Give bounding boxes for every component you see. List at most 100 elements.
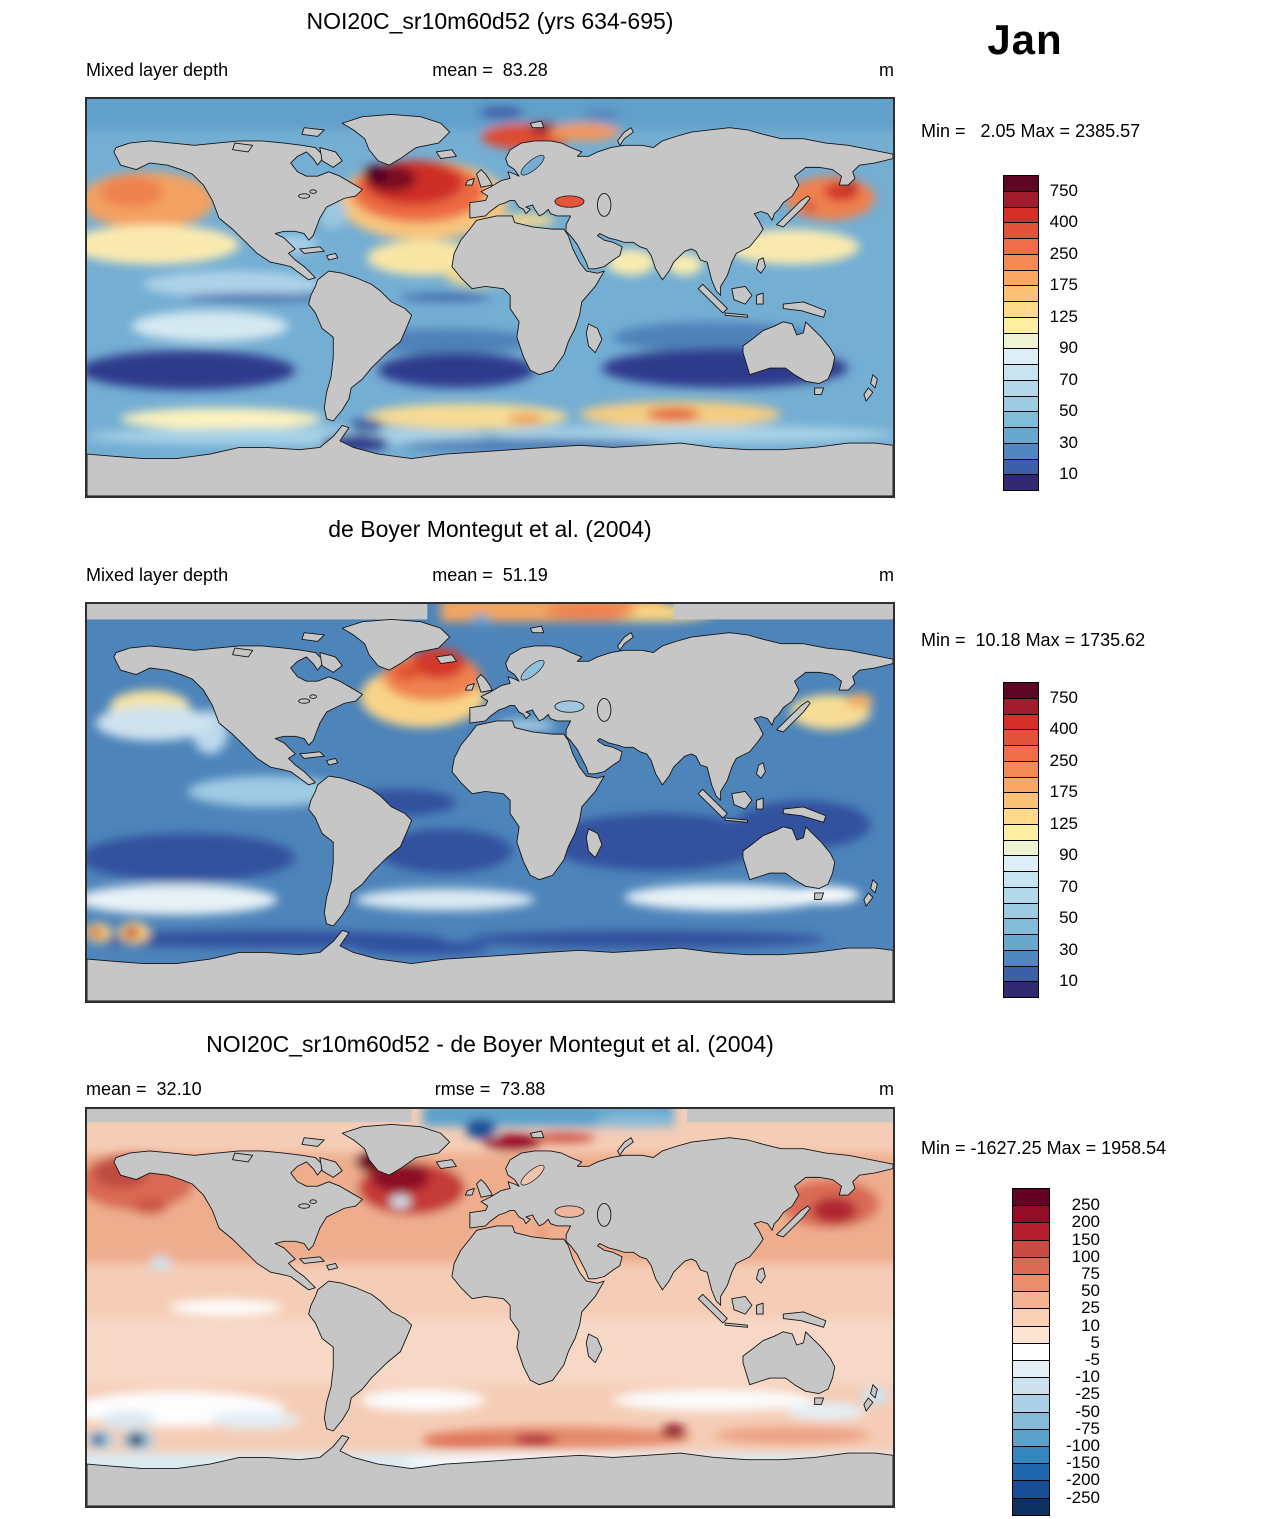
colorbar-tick-label: 25 — [1081, 1298, 1100, 1318]
panel3-title: NOI20C_sr10m60d52 - de Boyer Montegut et… — [206, 1031, 774, 1057]
colorbar-cell — [1003, 871, 1039, 888]
colorbar-tick-label: 125 — [1049, 813, 1078, 833]
colorbar-cell — [1012, 1325, 1050, 1344]
colorbar-cell — [1003, 474, 1039, 491]
no-data-arctic-east — [687, 1109, 893, 1123]
colorbar-cell — [1003, 238, 1039, 255]
colorbar-tick-label: 30 — [1059, 939, 1078, 959]
colorbar-tick-label: -10 — [1075, 1367, 1100, 1387]
map-model-svg — [87, 99, 893, 496]
colorbar-cell — [1003, 934, 1039, 951]
colorbar-cell — [1012, 1428, 1050, 1447]
colorbar-tick-label: 90 — [1059, 845, 1078, 865]
colorbar-cell — [1012, 1222, 1050, 1241]
colorbar-tick-label: 750 — [1049, 180, 1078, 200]
colorbar-cell — [1003, 206, 1039, 224]
black-sea — [554, 195, 585, 208]
colorbar-cell — [1012, 1291, 1050, 1310]
map-difference — [85, 1107, 895, 1508]
colorbar-tick-label: 10 — [1081, 1315, 1100, 1335]
colorbar-tick-label: 175 — [1049, 782, 1078, 802]
colorbar-cell — [1012, 1188, 1050, 1207]
colorbar-cell — [1003, 427, 1039, 444]
colorbar-cell — [1003, 332, 1039, 350]
colorbar-tick-label: -150 — [1065, 1453, 1100, 1473]
colorbar-tick-label: -200 — [1065, 1470, 1100, 1490]
colorbar-cell — [1003, 682, 1039, 699]
panel3-colorbar — [1012, 1188, 1050, 1516]
no-data-arctic-west — [87, 604, 428, 620]
panel3-minmax: Min = -1627.25 Max = 1958.54 — [921, 1138, 1167, 1158]
panel1-title: NOI20C_sr10m60d52 (yrs 634-695) — [306, 8, 674, 34]
colorbar-tick-label: 50 — [1059, 401, 1078, 421]
colorbar-tick-label: 75 — [1081, 1264, 1100, 1283]
colorbar-cell — [1003, 285, 1039, 302]
colorbar-tick-label: 400 — [1049, 719, 1078, 739]
colorbar-cell — [1012, 1480, 1050, 1499]
colorbar-cell — [1012, 1446, 1050, 1465]
colorbar-cell — [1003, 364, 1039, 381]
colorbar-tick-label: 5 — [1090, 1332, 1100, 1352]
colorbar-tick-label: -100 — [1065, 1436, 1100, 1455]
colorbar-cell — [1003, 411, 1039, 428]
colorbar-tick-label: 70 — [1059, 876, 1078, 896]
panel1-field-label: Mixed layer depth — [86, 60, 229, 80]
colorbar-cell — [1003, 379, 1039, 397]
colorbar-cell — [1003, 839, 1039, 857]
panel2-colorbar-labels: 750 400 250 175 125 90 70 50 30 10 — [1041, 682, 1078, 997]
baltic-sea — [520, 1164, 545, 1186]
colorbar-tick-label: 10 — [1059, 464, 1078, 484]
panel1-units-label: m — [879, 60, 894, 80]
colorbar-tick-label: 50 — [1081, 1281, 1100, 1301]
colorbar-cell — [1003, 918, 1039, 935]
colorbar-cell — [1003, 269, 1039, 287]
colorbar-cell — [1003, 808, 1039, 825]
colorbar-cell — [1003, 965, 1039, 983]
month-label: Jan — [987, 16, 1063, 63]
no-data-arctic-east — [673, 604, 893, 620]
colorbar-tick-label: 750 — [1049, 687, 1078, 707]
colorbar-cell — [1003, 760, 1039, 778]
colorbar-tick-label: 200 — [1071, 1212, 1100, 1232]
colorbar-tick-label: 100 — [1071, 1246, 1100, 1266]
map-model — [85, 97, 895, 498]
panel1-colorbar-labels: 750 400 250 175 125 90 70 50 30 10 — [1041, 175, 1078, 490]
colorbar-cell — [1003, 458, 1039, 476]
colorbar-tick-label: -75 — [1075, 1418, 1100, 1438]
panel3-units-label: m — [879, 1079, 894, 1099]
colorbar-tick-label: 30 — [1059, 432, 1078, 452]
colorbar-tick-label: 90 — [1059, 338, 1078, 358]
colorbar-cell — [1012, 1411, 1050, 1430]
colorbar-tick-label: 70 — [1059, 369, 1078, 389]
colorbar-cell — [1003, 729, 1039, 746]
colorbar-cell — [1003, 222, 1039, 239]
colorbar-tick-label: 175 — [1049, 275, 1078, 295]
map-observations-svg — [87, 604, 893, 1001]
colorbar-cell — [1012, 1274, 1050, 1293]
ocean-field — [87, 99, 893, 452]
colorbar-cell — [1012, 1239, 1050, 1258]
panel3-rmse-label: rmse = 73.88 — [434, 1079, 546, 1099]
colorbar-tick-label: 250 — [1071, 1195, 1100, 1215]
colorbar-cell — [1003, 301, 1039, 318]
map-observations — [85, 602, 895, 1003]
panel2-minmax: Min = 10.18 Max = 1735.62 — [921, 630, 1146, 650]
colorbar-cell — [1003, 697, 1039, 715]
panel3-mean-label: mean = 32.10 — [86, 1079, 202, 1099]
panel2-colorbar — [1003, 682, 1039, 998]
colorbar-cell — [1012, 1497, 1050, 1516]
panel3-colorbar-labels: 250 200 150 100 75 50 25 10 5 -5 -10 -25 -50 -75 -100-… — [1052, 1188, 1100, 1515]
colorbar-tick-label: 250 — [1049, 750, 1078, 770]
colorbar-tick-label: 125 — [1049, 306, 1078, 326]
panel1-minmax: Min = 2.05 Max = 2385.57 — [921, 121, 1141, 141]
colorbar-cell — [1003, 316, 1039, 334]
colorbar-cell — [1012, 1377, 1050, 1396]
black-sea — [554, 1205, 585, 1218]
colorbar-cell — [1003, 886, 1039, 904]
colorbar-tick-label: -250 — [1065, 1487, 1100, 1507]
baltic-sea — [520, 154, 545, 176]
panel2-mean-label: mean = 51.19 — [432, 565, 548, 585]
panel2-units-label: m — [879, 565, 894, 585]
colorbar-cell — [1012, 1342, 1050, 1361]
